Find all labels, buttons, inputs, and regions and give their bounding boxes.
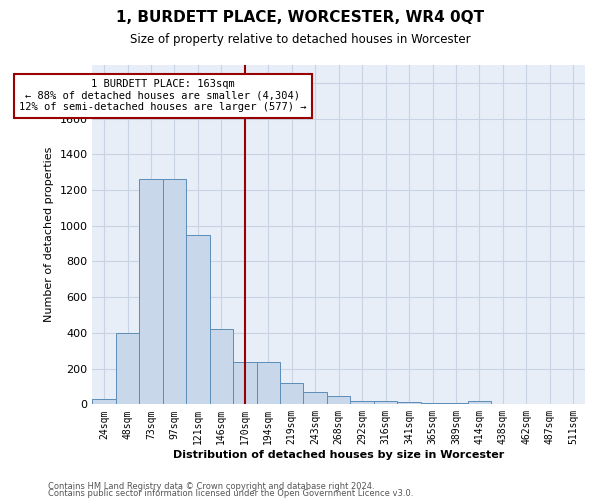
Y-axis label: Number of detached properties: Number of detached properties: [44, 147, 54, 322]
Bar: [350, 401, 374, 404]
Bar: [374, 401, 397, 404]
Bar: [92, 399, 116, 404]
Bar: [421, 402, 444, 404]
Bar: [467, 401, 491, 404]
Bar: [257, 362, 280, 405]
Bar: [186, 234, 209, 404]
Bar: [116, 333, 139, 404]
Text: Size of property relative to detached houses in Worcester: Size of property relative to detached ho…: [130, 32, 470, 46]
Bar: [397, 402, 421, 404]
Text: 1, BURDETT PLACE, WORCESTER, WR4 0QT: 1, BURDETT PLACE, WORCESTER, WR4 0QT: [116, 10, 484, 25]
Bar: [233, 362, 257, 405]
Bar: [163, 180, 186, 404]
Bar: [209, 330, 233, 404]
Text: 1 BURDETT PLACE: 163sqm
← 88% of detached houses are smaller (4,304)
12% of semi: 1 BURDETT PLACE: 163sqm ← 88% of detache…: [19, 80, 307, 112]
Bar: [139, 180, 163, 404]
Bar: [304, 392, 327, 404]
Bar: [327, 396, 350, 404]
X-axis label: Distribution of detached houses by size in Worcester: Distribution of detached houses by size …: [173, 450, 504, 460]
Bar: [280, 383, 304, 404]
Text: Contains public sector information licensed under the Open Government Licence v3: Contains public sector information licen…: [48, 489, 413, 498]
Text: Contains HM Land Registry data © Crown copyright and database right 2024.: Contains HM Land Registry data © Crown c…: [48, 482, 374, 491]
